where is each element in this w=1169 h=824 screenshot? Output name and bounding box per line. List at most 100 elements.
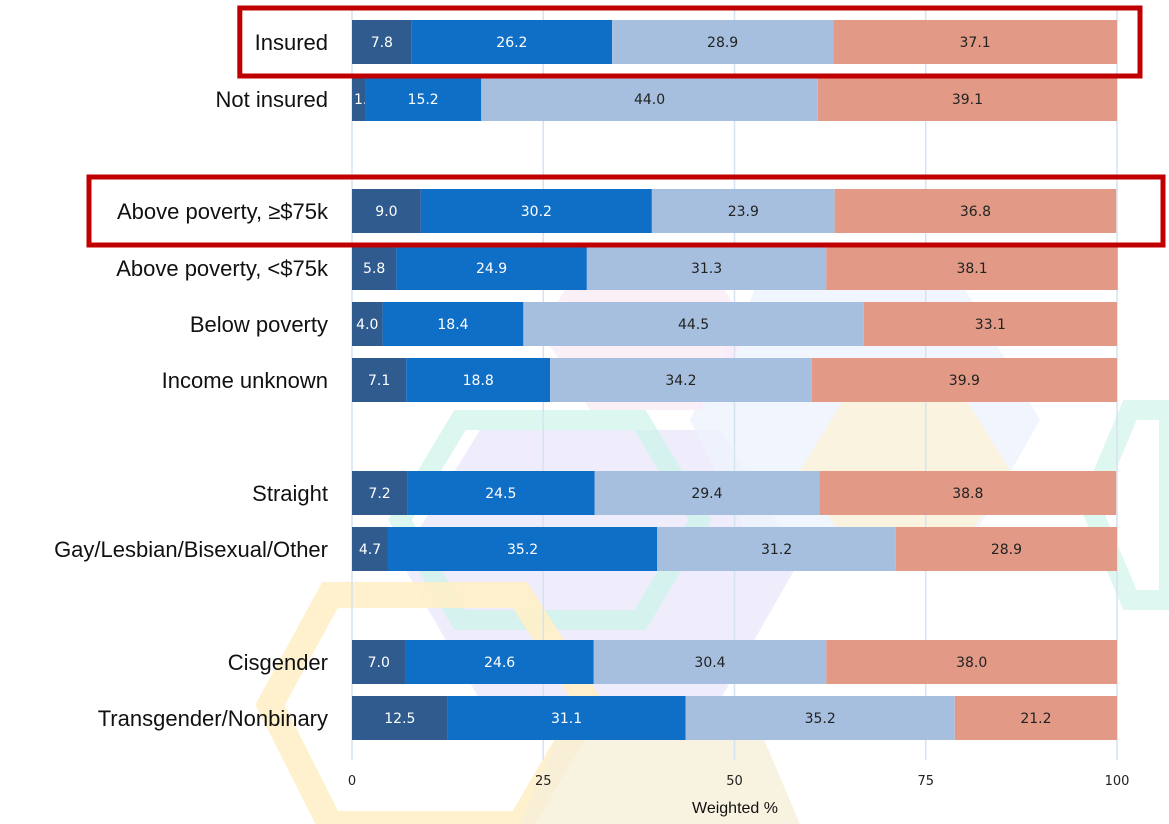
- bar-segment-0-2: [612, 20, 834, 64]
- data-label-3-2: 31.3: [691, 261, 722, 277]
- category-label-4: Below poverty: [190, 312, 328, 337]
- x-tick-label-0: 0: [348, 774, 356, 789]
- hexagon-shape-bottom: [520, 730, 800, 824]
- data-label-8-2: 30.4: [694, 655, 725, 671]
- x-tick-label-25: 25: [535, 774, 552, 789]
- data-label-9-2: 35.2: [805, 711, 836, 727]
- bar-segment-2-1: [420, 189, 652, 233]
- bars-layer: 7.826.228.937.11.715.244.039.19.030.223.…: [352, 20, 1118, 740]
- bar-segment-5-2: [550, 358, 812, 402]
- data-label-2-0: 9.0: [375, 204, 397, 220]
- category-labels: Insured Not insured Above poverty, ≥$75k Ab…: [54, 30, 329, 731]
- bar-segment-7-1: [387, 527, 658, 571]
- bar-segment-4-2: [523, 302, 864, 346]
- data-label-8-3: 38.0: [956, 655, 987, 671]
- x-tick-label-75: 75: [917, 774, 934, 789]
- bar-segment-7-0: [352, 527, 388, 571]
- data-label-4-3: 33.1: [975, 317, 1006, 333]
- bar-segment-6-1: [407, 471, 595, 515]
- category-label-7: Gay/Lesbian/Bisexual/Other: [54, 537, 328, 562]
- data-label-1-2: 44.0: [634, 92, 665, 108]
- data-label-9-1: 31.1: [551, 711, 582, 727]
- data-label-4-0: 4.0: [356, 317, 378, 333]
- data-label-7-1: 35.2: [507, 542, 538, 558]
- highlight-box-0: [237, 5, 1143, 79]
- data-label-4-2: 44.5: [678, 317, 709, 333]
- bar-segment-8-2: [593, 640, 827, 684]
- data-label-2-2: 23.9: [728, 204, 759, 220]
- hexagon-outline-yellow: [255, 582, 606, 824]
- highlight-box-1: [86, 174, 1166, 248]
- data-label-7-3: 28.9: [991, 542, 1022, 558]
- data-label-3-1: 24.9: [476, 261, 507, 277]
- x-axis-title: Weighted %: [692, 800, 778, 817]
- bar-segment-1-3: [817, 77, 1117, 121]
- bar-segment-3-3: [826, 246, 1118, 290]
- bar-segment-6-3: [819, 471, 1117, 515]
- bar-segment-0-1: [411, 20, 613, 64]
- category-label-8: Cisgender: [228, 650, 328, 675]
- bar-segment-5-3: [811, 358, 1117, 402]
- category-label-3: Above poverty, <$75k: [116, 256, 329, 281]
- category-label-5: Income unknown: [162, 368, 328, 393]
- data-label-6-0: 7.2: [368, 486, 390, 502]
- data-label-0-2: 28.9: [707, 35, 738, 51]
- bar-segment-4-1: [382, 302, 524, 346]
- data-label-5-2: 34.2: [665, 373, 696, 389]
- x-axis-ticks: 0 25 50 75 100: [348, 774, 1130, 789]
- data-label-3-0: 5.8: [363, 261, 385, 277]
- bar-segment-0-3: [833, 20, 1117, 64]
- data-label-0-1: 26.2: [496, 35, 527, 51]
- bar-segment-2-2: [651, 189, 835, 233]
- bar-segment-2-0: [352, 189, 421, 233]
- hexagon-outline-mint: [388, 410, 712, 630]
- data-label-2-3: 36.8: [960, 204, 991, 220]
- bar-segment-3-2: [586, 246, 827, 290]
- data-label-9-3: 21.2: [1020, 711, 1051, 727]
- bar-segment-5-1: [406, 358, 551, 402]
- bar-segment-6-2: [594, 471, 820, 515]
- data-label-5-3: 39.9: [949, 373, 980, 389]
- category-label-2: Above poverty, ≥$75k: [117, 199, 329, 224]
- x-tick-label-100: 100: [1105, 774, 1130, 789]
- bar-segment-2-3: [834, 189, 1117, 233]
- bar-segment-9-2: [685, 696, 955, 740]
- data-label-7-0: 4.7: [359, 542, 381, 558]
- bar-segment-1-0: [352, 77, 366, 121]
- data-label-8-0: 7.0: [368, 655, 390, 671]
- category-label-0: Insured: [255, 30, 328, 55]
- bar-segment-9-3: [954, 696, 1117, 740]
- category-label-6: Straight: [252, 481, 328, 506]
- data-label-7-2: 31.2: [761, 542, 792, 558]
- bar-segment-4-3: [863, 302, 1117, 346]
- data-label-4-1: 18.4: [437, 317, 468, 333]
- bar-segment-9-0: [352, 696, 448, 740]
- bar-segment-7-3: [895, 527, 1117, 571]
- category-label-9: Transgender/Nonbinary: [98, 706, 328, 731]
- data-label-8-1: 24.6: [484, 655, 515, 671]
- bar-segment-0-0: [352, 20, 412, 64]
- data-label-3-3: 38.1: [956, 261, 987, 277]
- data-label-5-0: 7.1: [368, 373, 390, 389]
- bar-segment-8-3: [826, 640, 1117, 684]
- bar-segment-4-0: [352, 302, 383, 346]
- bar-segment-6-0: [352, 471, 408, 515]
- data-label-6-2: 29.4: [691, 486, 722, 502]
- bar-segment-1-1: [365, 77, 482, 121]
- bar-segment-8-0: [352, 640, 406, 684]
- data-label-5-1: 18.8: [463, 373, 494, 389]
- category-label-1: Not insured: [215, 87, 328, 112]
- data-label-6-3: 38.8: [952, 486, 983, 502]
- bar-segment-5-0: [352, 358, 407, 402]
- data-label-0-0: 7.8: [371, 35, 393, 51]
- bar-segment-8-1: [405, 640, 594, 684]
- data-label-2-1: 30.2: [521, 204, 552, 220]
- bar-segment-3-0: [352, 246, 397, 290]
- bar-segment-3-1: [396, 246, 587, 290]
- bar-segment-9-1: [447, 696, 686, 740]
- data-label-1-1: 15.2: [408, 92, 439, 108]
- data-label-6-1: 24.5: [485, 486, 516, 502]
- bar-segment-1-2: [481, 77, 818, 121]
- highlight-boxes: [86, 5, 1166, 248]
